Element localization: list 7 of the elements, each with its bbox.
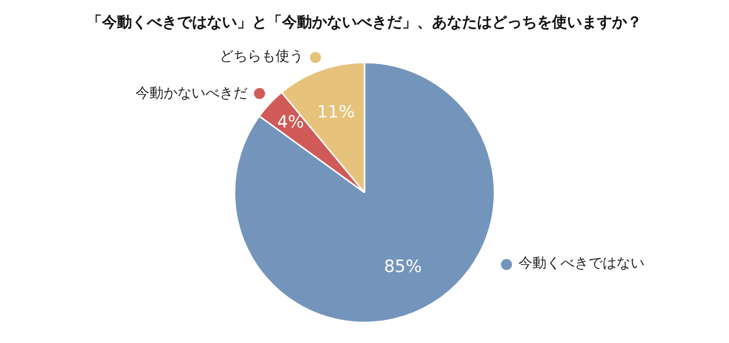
data-label: 85% bbox=[384, 257, 422, 278]
legend-label: どちらも使う bbox=[220, 48, 304, 65]
legend-label: 今動かないべきだ bbox=[136, 86, 248, 102]
chart-title: 「今動くべきではない」と「今動かないべきだ」、あなたはどっちを使いますか？ bbox=[87, 12, 642, 31]
data-label: 11% bbox=[316, 102, 355, 122]
data-label: 4% bbox=[277, 112, 304, 133]
slice-label: 今動くべきではない bbox=[518, 256, 644, 272]
